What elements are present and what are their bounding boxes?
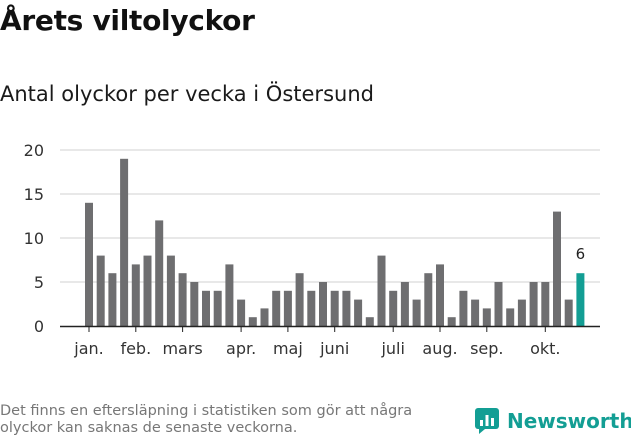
bar — [412, 299, 421, 326]
bar — [553, 211, 561, 326]
bar — [295, 273, 304, 326]
bar — [517, 299, 526, 326]
bar — [108, 273, 117, 326]
x-tick-label: maj — [273, 339, 303, 358]
bar — [400, 282, 409, 326]
footnote: Det finns en eftersläpning i statistiken… — [0, 403, 413, 436]
bar — [459, 290, 468, 326]
y-tick-label: 10 — [24, 229, 44, 248]
bar — [178, 273, 187, 326]
bar — [155, 220, 164, 326]
bar — [354, 299, 363, 326]
brand-logo: Newsworthy — [475, 408, 631, 434]
bar — [225, 264, 234, 326]
y-tick-label: 0 — [34, 317, 44, 336]
bar — [143, 255, 152, 326]
bar — [541, 282, 550, 326]
bar — [436, 264, 444, 326]
bar — [447, 317, 456, 326]
bar — [272, 290, 281, 326]
bar — [471, 299, 480, 326]
bar — [237, 299, 246, 326]
bar — [248, 317, 257, 326]
bar — [283, 290, 292, 326]
x-tick-label: juni — [319, 339, 349, 358]
x-tick-label: mars — [162, 339, 202, 358]
bar — [260, 308, 269, 326]
bar — [482, 308, 491, 326]
x-tick-label: jan. — [73, 339, 103, 358]
y-tick-label: 5 — [34, 273, 44, 292]
bar — [424, 273, 433, 326]
y-tick-label: 15 — [24, 185, 44, 204]
bar — [342, 290, 351, 326]
newsworthy-logo-icon — [475, 408, 499, 434]
bar — [365, 317, 374, 326]
x-tick-label: aug. — [422, 339, 457, 358]
bar — [166, 255, 175, 326]
chart-subtitle: Antal olyckor per vecka i Östersund — [0, 82, 374, 106]
chart-title: Årets viltolyckor — [0, 4, 255, 37]
bar — [307, 290, 316, 326]
bar — [494, 282, 503, 326]
bar — [96, 255, 105, 326]
bar — [377, 255, 386, 326]
x-tick-label: feb. — [120, 339, 151, 358]
bar — [85, 202, 93, 326]
bar — [202, 290, 210, 326]
data-label: 6 — [576, 245, 586, 263]
bar — [319, 282, 327, 326]
y-tick-label: 20 — [24, 141, 44, 160]
bar — [506, 308, 515, 326]
bar — [529, 282, 538, 326]
bar-highlight — [576, 273, 585, 326]
x-tick-label: sep. — [470, 339, 503, 358]
bar — [131, 264, 140, 326]
bar — [213, 290, 222, 326]
bar — [564, 299, 573, 326]
bar — [330, 290, 339, 326]
brand-name: Newsworthy — [507, 409, 631, 433]
bar — [120, 158, 129, 326]
x-tick-label: okt. — [530, 339, 560, 358]
x-tick-label: apr. — [226, 339, 256, 358]
x-tick-label: juli — [380, 339, 404, 358]
bar — [190, 282, 199, 326]
bar — [389, 290, 398, 326]
